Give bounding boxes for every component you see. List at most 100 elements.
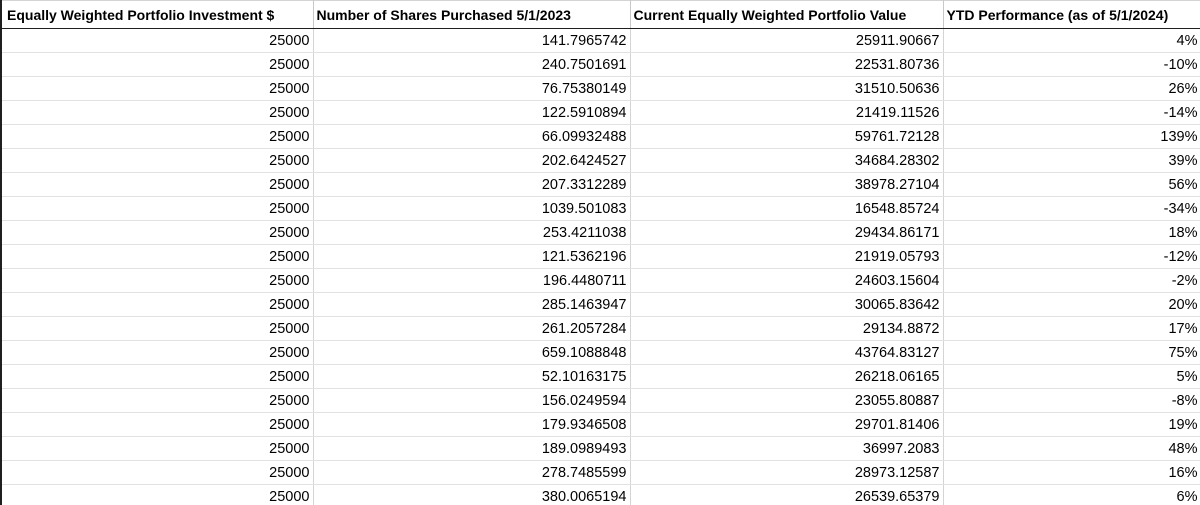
- cell-shares-purchased[interactable]: 207.3312289: [313, 172, 631, 197]
- cell-shares-purchased[interactable]: 122.5910894: [313, 100, 631, 125]
- cell-investment[interactable]: 25000: [0, 220, 314, 245]
- cell-shares-purchased[interactable]: 1039.501083: [313, 196, 631, 221]
- table-row: 25000 1039.501083 16548.85724 -34%: [0, 196, 1200, 221]
- cell-ytd-performance[interactable]: -2%: [943, 268, 1200, 293]
- header-row: Equally Weighted Portfolio Investment $ …: [0, 0, 1200, 29]
- cell-current-value[interactable]: 21919.05793: [630, 244, 944, 269]
- cell-investment[interactable]: 25000: [0, 340, 314, 365]
- cell-shares-purchased[interactable]: 156.0249594: [313, 388, 631, 413]
- cell-investment[interactable]: 25000: [0, 100, 314, 125]
- cell-current-value[interactable]: 59761.72128: [630, 124, 944, 149]
- cell-shares-purchased[interactable]: 253.4211038: [313, 220, 631, 245]
- cell-ytd-performance[interactable]: -12%: [943, 244, 1200, 269]
- cell-ytd-performance[interactable]: -34%: [943, 196, 1200, 221]
- cell-current-value[interactable]: 26539.65379: [630, 484, 944, 505]
- cell-investment[interactable]: 25000: [0, 196, 314, 221]
- cell-shares-purchased[interactable]: 179.9346508: [313, 412, 631, 437]
- table-row: 25000 659.1088848 43764.83127 75%: [0, 340, 1200, 365]
- cell-shares-purchased[interactable]: 196.4480711: [313, 268, 631, 293]
- table-row: 25000 196.4480711 24603.15604 -2%: [0, 268, 1200, 293]
- cell-current-value[interactable]: 31510.50636: [630, 76, 944, 101]
- cell-ytd-performance[interactable]: 56%: [943, 172, 1200, 197]
- cell-current-value[interactable]: 25911.90667: [630, 28, 944, 53]
- cell-investment[interactable]: 25000: [0, 388, 314, 413]
- table-row: 25000 278.7485599 28973.12587 16%: [0, 460, 1200, 485]
- cell-investment[interactable]: 25000: [0, 124, 314, 149]
- cell-ytd-performance[interactable]: 19%: [943, 412, 1200, 437]
- cell-shares-purchased[interactable]: 189.0989493: [313, 436, 631, 461]
- cell-current-value[interactable]: 21419.11526: [630, 100, 944, 125]
- cell-shares-purchased[interactable]: 52.10163175: [313, 364, 631, 389]
- cell-investment[interactable]: 25000: [0, 76, 314, 101]
- table-row: 25000 189.0989493 36997.2083 48%: [0, 436, 1200, 461]
- cell-shares-purchased[interactable]: 261.2057284: [313, 316, 631, 341]
- cell-ytd-performance[interactable]: -8%: [943, 388, 1200, 413]
- cell-current-value[interactable]: 22531.80736: [630, 52, 944, 77]
- cell-ytd-performance[interactable]: 48%: [943, 436, 1200, 461]
- cell-shares-purchased[interactable]: 202.6424527: [313, 148, 631, 173]
- table-row: 25000 121.5362196 21919.05793 -12%: [0, 244, 1200, 269]
- cell-shares-purchased[interactable]: 66.09932488: [313, 124, 631, 149]
- cell-ytd-performance[interactable]: 39%: [943, 148, 1200, 173]
- cell-current-value[interactable]: 29134.8872: [630, 316, 944, 341]
- cell-ytd-performance[interactable]: 26%: [943, 76, 1200, 101]
- cell-shares-purchased[interactable]: 121.5362196: [313, 244, 631, 269]
- header-cell-current-value[interactable]: Current Equally Weighted Portfolio Value: [630, 0, 944, 29]
- cell-investment[interactable]: 25000: [0, 460, 314, 485]
- table-row: 25000 66.09932488 59761.72128 139%: [0, 124, 1200, 149]
- cell-investment[interactable]: 25000: [0, 316, 314, 341]
- cell-ytd-performance[interactable]: 75%: [943, 340, 1200, 365]
- cell-shares-purchased[interactable]: 278.7485599: [313, 460, 631, 485]
- cell-current-value[interactable]: 24603.15604: [630, 268, 944, 293]
- cell-ytd-performance[interactable]: 20%: [943, 292, 1200, 317]
- cell-current-value[interactable]: 26218.06165: [630, 364, 944, 389]
- cell-investment[interactable]: 25000: [0, 52, 314, 77]
- table-row: 25000 253.4211038 29434.86171 18%: [0, 220, 1200, 245]
- header-cell-shares-purchased[interactable]: Number of Shares Purchased 5/1/2023: [313, 0, 631, 29]
- cell-current-value[interactable]: 30065.83642: [630, 292, 944, 317]
- cell-ytd-performance[interactable]: -10%: [943, 52, 1200, 77]
- cell-current-value[interactable]: 36997.2083: [630, 436, 944, 461]
- cell-shares-purchased[interactable]: 240.7501691: [313, 52, 631, 77]
- table-row: 25000 207.3312289 38978.27104 56%: [0, 172, 1200, 197]
- cell-ytd-performance[interactable]: 4%: [943, 28, 1200, 53]
- cell-current-value[interactable]: 16548.85724: [630, 196, 944, 221]
- cell-ytd-performance[interactable]: 139%: [943, 124, 1200, 149]
- cell-current-value[interactable]: 43764.83127: [630, 340, 944, 365]
- cell-current-value[interactable]: 23055.80887: [630, 388, 944, 413]
- cell-shares-purchased[interactable]: 76.75380149: [313, 76, 631, 101]
- cell-current-value[interactable]: 28973.12587: [630, 460, 944, 485]
- table-row: 25000 261.2057284 29134.8872 17%: [0, 316, 1200, 341]
- cell-current-value[interactable]: 29434.86171: [630, 220, 944, 245]
- cell-ytd-performance[interactable]: 6%: [943, 484, 1200, 505]
- table-row: 25000 202.6424527 34684.28302 39%: [0, 148, 1200, 173]
- cell-investment[interactable]: 25000: [0, 364, 314, 389]
- cell-ytd-performance[interactable]: 16%: [943, 460, 1200, 485]
- table-row: 25000 285.1463947 30065.83642 20%: [0, 292, 1200, 317]
- cell-investment[interactable]: 25000: [0, 148, 314, 173]
- cell-shares-purchased[interactable]: 659.1088848: [313, 340, 631, 365]
- table-row: 25000 240.7501691 22531.80736 -10%: [0, 52, 1200, 77]
- cell-investment[interactable]: 25000: [0, 412, 314, 437]
- cell-current-value[interactable]: 34684.28302: [630, 148, 944, 173]
- cell-investment[interactable]: 25000: [0, 244, 314, 269]
- cell-investment[interactable]: 25000: [0, 436, 314, 461]
- cell-current-value[interactable]: 29701.81406: [630, 412, 944, 437]
- table-row: 25000 122.5910894 21419.11526 -14%: [0, 100, 1200, 125]
- cell-investment[interactable]: 25000: [0, 268, 314, 293]
- cell-ytd-performance[interactable]: 17%: [943, 316, 1200, 341]
- cell-shares-purchased[interactable]: 285.1463947: [313, 292, 631, 317]
- cell-investment[interactable]: 25000: [0, 292, 314, 317]
- header-cell-investment[interactable]: Equally Weighted Portfolio Investment $: [0, 0, 314, 29]
- header-cell-ytd-performance[interactable]: YTD Performance (as of 5/1/2024): [943, 0, 1200, 29]
- cell-investment[interactable]: 25000: [0, 172, 314, 197]
- cell-ytd-performance[interactable]: 5%: [943, 364, 1200, 389]
- table-row: 25000 380.0065194 26539.65379 6%: [0, 484, 1200, 505]
- cell-current-value[interactable]: 38978.27104: [630, 172, 944, 197]
- cell-shares-purchased[interactable]: 380.0065194: [313, 484, 631, 505]
- cell-shares-purchased[interactable]: 141.7965742: [313, 28, 631, 53]
- cell-investment[interactable]: 25000: [0, 484, 314, 505]
- cell-ytd-performance[interactable]: -14%: [943, 100, 1200, 125]
- cell-ytd-performance[interactable]: 18%: [943, 220, 1200, 245]
- cell-investment[interactable]: 25000: [0, 28, 314, 53]
